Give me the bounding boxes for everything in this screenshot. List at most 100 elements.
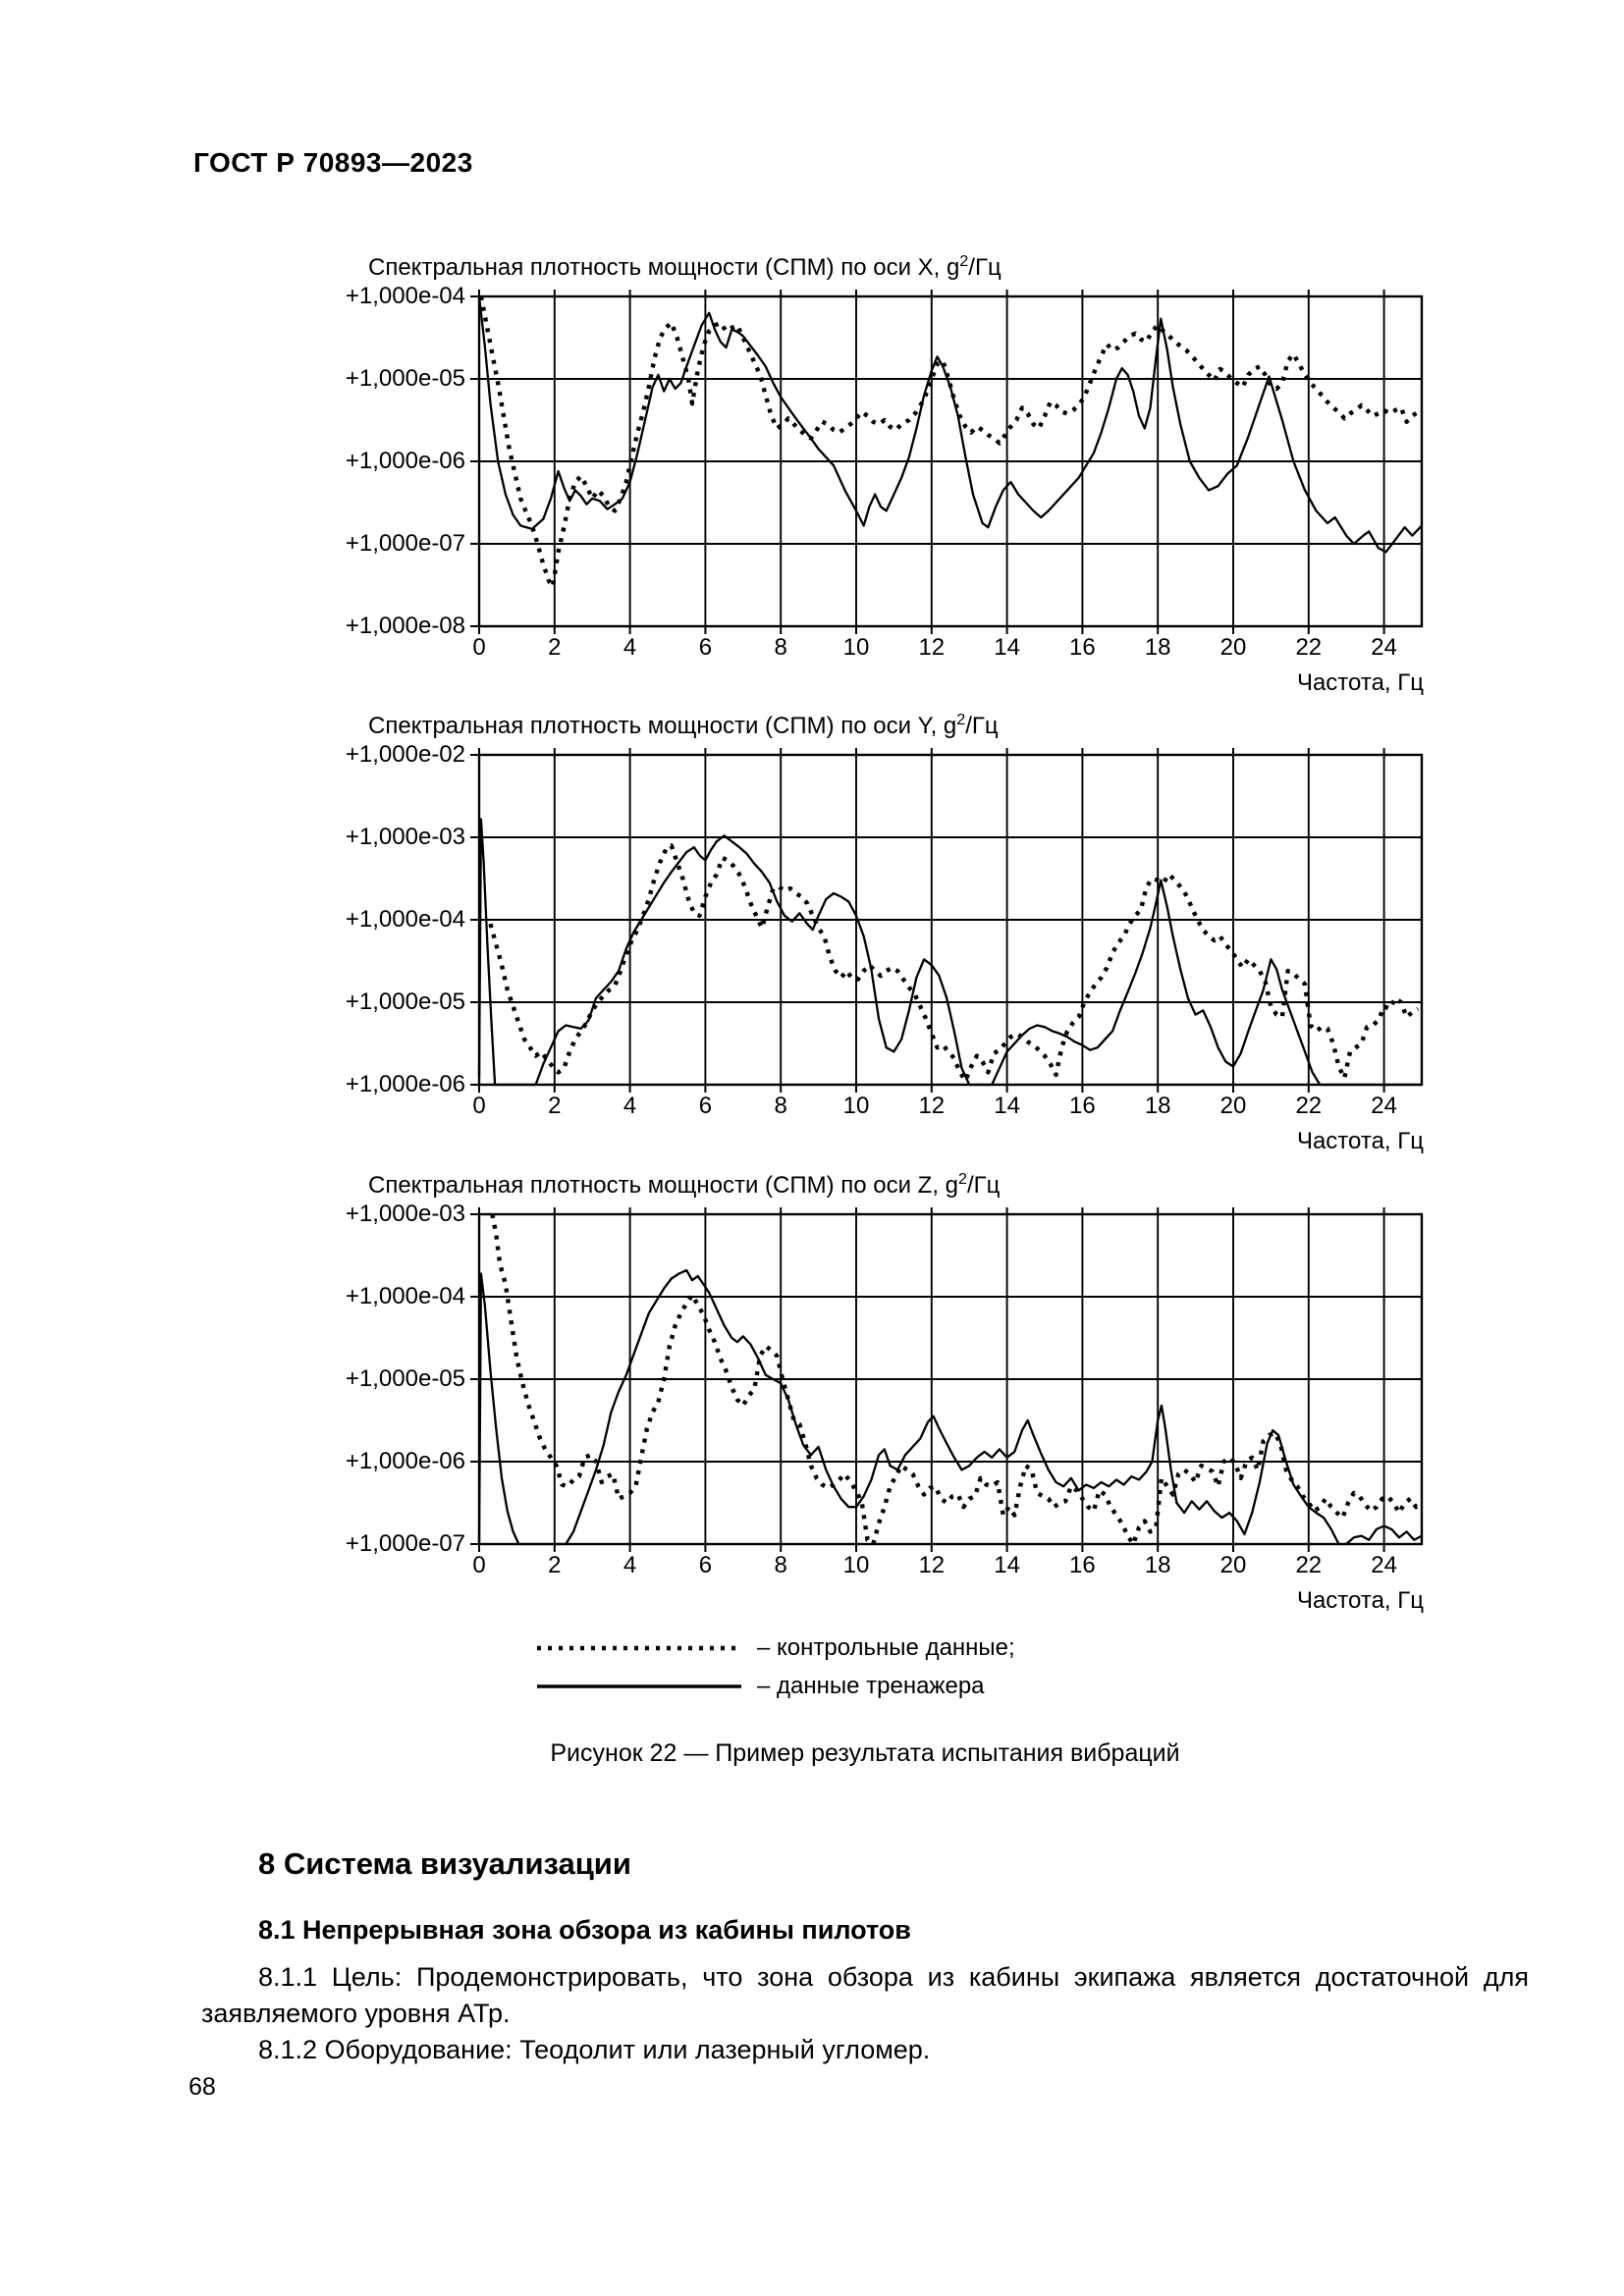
page-number: 68	[189, 2073, 216, 2101]
x-tick-label: 2	[548, 634, 562, 661]
chart-title: Спектральная плотность мощности (СПМ) по…	[368, 1171, 1000, 1200]
plot-area: +1,000e-04 +1,000e-05 +1,000e-06 +1,000e-07…	[346, 283, 1424, 696]
plot-svg-slot	[467, 1202, 1434, 1561]
legend-label: – контрольные данные;	[757, 1634, 1015, 1661]
chart-title-unit: /Гц	[965, 713, 999, 739]
plot-svg-slot	[467, 285, 1434, 643]
chart-psd-z: Спектральная плотность мощности (СПМ) по…	[0, 1169, 1624, 1614]
x-tick-label: 16	[1069, 1552, 1096, 1578]
subsection-heading: 8.1 Непрерывная зона обзора из кабины пи…	[258, 1915, 911, 1945]
x-axis-title: Частота, Гц	[1296, 1128, 1424, 1154]
x-tick-label: 8	[774, 1552, 787, 1578]
x-tick-label: 10	[842, 1552, 870, 1578]
x-axis-labels: 0 2 4 6 8 10 12 14 16 18 20 22 24	[472, 1552, 1422, 1581]
x-tick-label: 16	[1069, 634, 1096, 661]
dotted-line-sample-icon	[537, 1645, 741, 1651]
plot-canvas	[470, 1207, 1424, 1552]
x-tick-label: 12	[918, 1552, 946, 1578]
x-tick-label: 18	[1144, 1093, 1171, 1119]
x-tick-label: 14	[994, 1552, 1020, 1578]
series-simulator	[477, 818, 1422, 1087]
chart-title-text: Спектральная плотность мощности (СПМ) по…	[368, 1172, 959, 1199]
x-tick-label: 22	[1295, 634, 1323, 661]
chart-psd-x: Спектральная плотность мощности (СПМ) по…	[0, 251, 1624, 696]
y-tick-label: +1,000e-05	[345, 1365, 465, 1392]
x-tick-label: 14	[994, 1093, 1020, 1119]
x-tick-label: 0	[472, 1552, 486, 1578]
figure-caption: Рисунок 22 — Пример результата испытания…	[550, 1739, 1180, 1767]
y-axis-labels: +1,000e-03 +1,000e-04 +1,000e-05 +1,000e-06…	[302, 1201, 465, 1557]
x-tick-label: 18	[1144, 634, 1171, 661]
x-axis-labels: 0 2 4 6 8 10 12 14 16 18 20 22 24	[472, 634, 1422, 664]
x-tick-label: 0	[472, 1093, 486, 1119]
plot-area: +1,000e-02 +1,000e-03 +1,000e-04 +1,000e-05…	[346, 741, 1424, 1154]
y-tick-label: +1,000e-06	[345, 1071, 465, 1097]
y-tick-label: +1,000e-04	[345, 1283, 465, 1309]
x-tick-label: 12	[918, 1093, 946, 1119]
y-tick-label: +1,000e-03	[345, 824, 465, 850]
x-tick-label: 8	[774, 634, 787, 661]
y-tick-label: +1,000e-04	[345, 906, 465, 933]
y-tick-label: +1,000e-05	[345, 365, 465, 392]
chart-title-text: Спектральная плотность мощности (СПМ) по…	[368, 254, 960, 281]
chart-title-unit: /Гц	[966, 1172, 1001, 1199]
x-tick-label: 6	[698, 1093, 713, 1119]
chart-title-superscript: 2	[958, 1171, 967, 1188]
legend-item-simulator: – данные тренажера	[535, 1672, 1015, 1701]
y-axis-labels: +1,000e-02 +1,000e-03 +1,000e-04 +1,000e-05…	[302, 741, 465, 1097]
x-tick-label: 0	[472, 634, 486, 661]
body-text: 8.1.1 Цель: Продемонстрировать, что зона…	[201, 1959, 1529, 2068]
x-tick-label: 2	[548, 1552, 562, 1578]
paragraph-8-1-1: 8.1.1 Цель: Продемонстрировать, что зона…	[201, 1962, 1529, 2028]
x-tick-label: 8	[774, 1093, 787, 1119]
solid-line-sample-icon	[537, 1684, 741, 1688]
section-heading: 8 Система визуализации	[258, 1846, 631, 1881]
x-axis-title: Частота, Гц	[1296, 1587, 1424, 1614]
x-tick-label: 4	[623, 634, 637, 661]
y-tick-label: +1,000e-05	[345, 988, 465, 1015]
y-tick-label: +1,000e-02	[345, 741, 465, 768]
plot-svg-slot	[467, 743, 1434, 1101]
x-tick-label: 10	[842, 634, 870, 661]
x-tick-label: 6	[698, 634, 713, 661]
plot-area: +1,000e-03 +1,000e-04 +1,000e-05 +1,000e-06…	[346, 1201, 1424, 1614]
x-tick-label: 16	[1069, 1093, 1096, 1119]
x-tick-label: 24	[1371, 634, 1397, 661]
chart-title-text: Спектральная плотность мощности (СПМ) по…	[368, 713, 957, 739]
x-tick-label: 10	[842, 1093, 870, 1119]
x-axis-labels: 0 2 4 6 8 10 12 14 16 18 20 22 24	[472, 1093, 1422, 1122]
chart-title-superscript: 2	[956, 712, 966, 728]
series-simulator	[477, 1268, 1423, 1546]
chart-title: Спектральная плотность мощности (СПМ) по…	[368, 253, 1001, 282]
chart-legend: – контрольные данные; – данные тренажера	[535, 1633, 1015, 1710]
x-tick-label: 18	[1144, 1552, 1171, 1578]
chart-title-unit: /Гц	[968, 254, 1001, 281]
x-tick-label: 14	[994, 634, 1020, 661]
plot-canvas	[470, 290, 1424, 634]
series-simulator	[477, 295, 1423, 554]
x-tick-label: 20	[1219, 1552, 1247, 1578]
legend-label: – данные тренажера	[757, 1673, 985, 1699]
x-axis-title: Частота, Гц	[1296, 669, 1424, 696]
y-tick-label: +1,000e-06	[345, 1448, 465, 1474]
legend-item-control: – контрольные данные;	[535, 1633, 1015, 1663]
x-tick-label: 20	[1219, 1093, 1247, 1119]
x-tick-label: 4	[623, 1093, 637, 1119]
x-tick-label: 22	[1295, 1093, 1323, 1119]
x-tick-label: 24	[1371, 1093, 1397, 1119]
chart-title-superscript: 2	[959, 253, 969, 270]
chart-psd-y: Спектральная плотность мощности (СПМ) по…	[0, 710, 1624, 1154]
y-tick-label: +1,000e-07	[345, 1530, 465, 1557]
y-tick-label: +1,000e-04	[345, 283, 465, 309]
y-tick-label: +1,000e-08	[345, 613, 465, 639]
x-tick-label: 12	[918, 634, 946, 661]
chart-title: Спектральная плотность мощности (СПМ) по…	[368, 712, 999, 740]
x-tick-label: 6	[698, 1552, 713, 1578]
x-tick-label: 20	[1219, 634, 1247, 661]
y-tick-label: +1,000e-03	[345, 1201, 465, 1227]
paragraph-8-1-2: 8.1.2 Оборудование: Теодолит или лазерны…	[258, 2035, 931, 2064]
y-axis-labels: +1,000e-04 +1,000e-05 +1,000e-06 +1,000e-07…	[302, 283, 465, 639]
plot-canvas	[470, 748, 1424, 1093]
y-tick-label: +1,000e-07	[345, 530, 465, 557]
